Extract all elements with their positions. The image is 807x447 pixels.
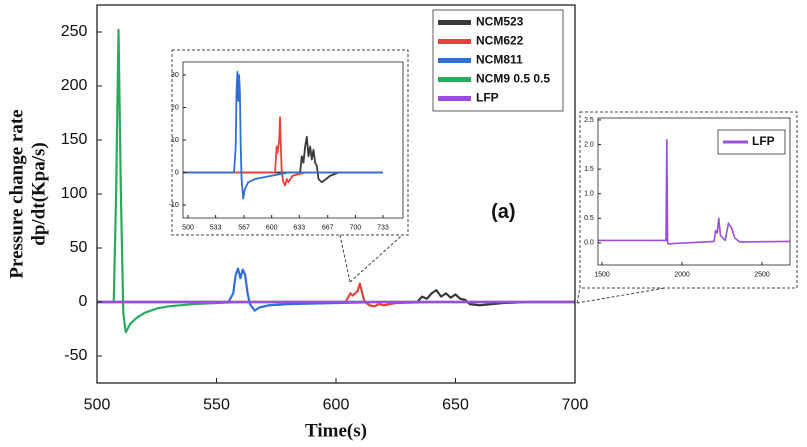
x-tick-label: 600 <box>266 225 278 232</box>
y-tick-label: 0 <box>175 169 179 176</box>
x-tick-label: 667 <box>322 225 334 232</box>
x-tick-label: 2000 <box>674 272 690 279</box>
y-tick-label: 10 <box>171 137 179 144</box>
connectors <box>339 229 666 304</box>
connector <box>349 229 409 283</box>
legend-label: LFP <box>476 91 499 105</box>
x-tick-label: 533 <box>210 225 222 232</box>
x-axis-title: Time(s) <box>305 420 367 441</box>
connector <box>339 234 351 283</box>
y-tick-label: 30 <box>171 72 179 79</box>
x-tick-label: 600 <box>323 397 350 414</box>
data-line <box>97 28 575 334</box>
x-tick-label: 2500 <box>754 272 770 279</box>
x-tick-label: 650 <box>442 397 469 414</box>
inset-plot: 500 533 567 600 633 667 700 733 -10 0 10 20 30 <box>169 61 404 232</box>
legend-label: NCM523 <box>476 15 524 29</box>
y-tick-label: 0 <box>78 293 87 310</box>
x-tick-label: 733 <box>377 225 389 232</box>
plot-frame <box>597 117 791 266</box>
y-tick-label: 2.5 <box>584 117 594 124</box>
x-tick-label: 500 <box>84 397 111 414</box>
main-plot: 500 550 600 650 700-50050100150200250Time(s)… <box>6 4 589 441</box>
y-tick-label: -50 <box>64 347 87 364</box>
legend-label: NCM811 <box>476 53 523 67</box>
data-line <box>97 289 575 307</box>
x-tick-label: 633 <box>293 225 305 232</box>
y-tick-label: 100 <box>61 185 88 202</box>
x-tick-label: 500 <box>182 225 194 232</box>
y-tick-label: 0.0 <box>584 240 594 247</box>
legend-label: NCM622 <box>476 34 524 48</box>
legend-label: NCM9 0.5 0.5 <box>476 72 550 86</box>
connector <box>576 287 581 304</box>
y-tick-label: 1.5 <box>584 166 594 173</box>
data-line <box>97 267 575 312</box>
data-line <box>183 135 383 184</box>
x-tick-label: 550 <box>203 397 230 414</box>
connector <box>576 287 666 304</box>
y-tick-label: 20 <box>171 104 179 111</box>
y-tick-label: 50 <box>70 239 88 256</box>
annotation: (a) <box>491 201 515 223</box>
y-tick-label: 200 <box>61 77 88 94</box>
y-tick-label: -10 <box>169 202 179 209</box>
y-tick-label: 1.0 <box>584 191 594 198</box>
x-tick-label: 700 <box>562 397 589 414</box>
inset-frame <box>171 49 409 236</box>
y-axis-title: dp/dt(Kpa/s) <box>28 142 49 245</box>
y-tick-label: 250 <box>61 23 88 40</box>
x-tick-label: 1500 <box>594 272 610 279</box>
x-tick-label: 567 <box>238 225 250 232</box>
x-tick-label: 700 <box>349 225 361 232</box>
legend-label: LFP <box>752 134 775 148</box>
y-tick-label: 2.0 <box>584 141 594 148</box>
legend-box <box>432 9 564 112</box>
y-tick-label: 150 <box>61 131 88 148</box>
data-line <box>598 138 791 245</box>
data-line <box>183 116 383 187</box>
y-tick-label: 0.5 <box>584 215 594 222</box>
inset-plot: 1500 2000 2500 0.0 0.5 1.0 1.5 2.0 2.5 LFP <box>584 117 791 279</box>
data-line <box>183 70 383 200</box>
y-axis-title: Pressure change rate <box>6 109 27 278</box>
